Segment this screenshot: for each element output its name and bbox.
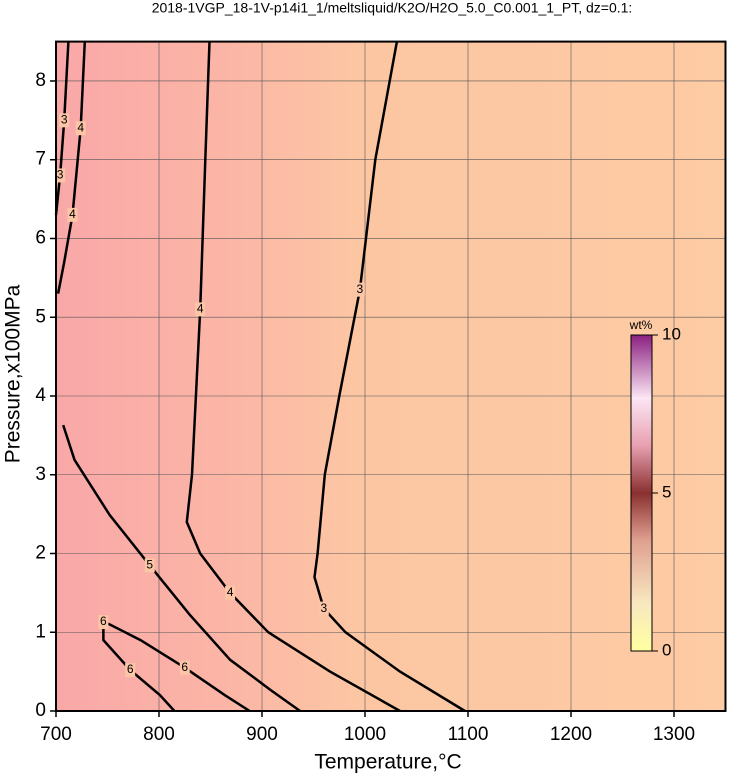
contour-label: 6 [181,660,188,674]
contour-label: 5 [146,557,153,571]
contour-label-bg [225,585,236,600]
plot-frame [55,40,727,713]
x-tick-label: 1200 [550,724,592,745]
contour-label-bg [67,207,78,222]
colorbar-tick-label: 5 [662,482,671,501]
contour-label: 4 [227,585,234,599]
chart-title: 2018-1VGP_18-1V-p14i1_1/meltsliquid/K2O/… [152,0,633,16]
x-axis-label: Temperature,°C [314,751,461,774]
contour-line [54,41,70,216]
contour-label-bg [75,121,86,136]
y-tick-label: 7 [35,149,46,170]
colorbar-tick-label: 0 [662,640,671,659]
contour-label-bg [55,168,66,183]
y-tick-label: 5 [35,306,46,327]
contour-label-bg [354,282,365,297]
x-tick-label: 1300 [653,724,695,745]
contour-label: 3 [357,282,364,296]
contour-label: 4 [69,207,76,221]
x-tick-label: 800 [143,724,175,745]
colorbar [630,334,653,652]
y-tick-label: 3 [35,464,46,485]
contour-label: 4 [77,120,84,134]
colorbar-tick-label: 10 [662,324,681,343]
x-tick-label: 1000 [344,724,386,745]
contour-line [185,41,401,713]
x-tick-label: 900 [246,724,278,745]
contour-label-bg [98,615,109,630]
contour-label: 3 [61,113,68,127]
contour-label-bg [59,113,70,128]
contour-label: 3 [57,168,64,182]
colorbar-label: wt% [629,318,653,332]
contour-label-bg [179,660,190,675]
contour-label-bg [318,601,329,616]
contour-label: 6 [100,614,107,628]
y-tick-label: 2 [35,543,46,564]
contour-label: 3 [320,601,327,615]
y-tick-label: 8 [35,70,46,91]
contour-label-bg [195,302,206,317]
x-tick-label: 700 [40,724,72,745]
contour-label: 4 [197,302,204,316]
contour-line [313,41,466,713]
y-tick-label: 4 [35,385,46,406]
contour-label-bg [125,663,136,678]
x-tick-label: 1100 [448,724,489,745]
contour-line [62,424,301,713]
y-axis-label: Pressure,x100MPa [2,284,25,463]
y-tick-label: 1 [35,621,46,642]
y-tick-label: 0 [35,700,46,721]
contour-label: 6 [127,662,134,676]
y-tick-label: 6 [35,227,46,248]
plot-background [56,41,726,712]
contour-label-bg [144,558,155,573]
